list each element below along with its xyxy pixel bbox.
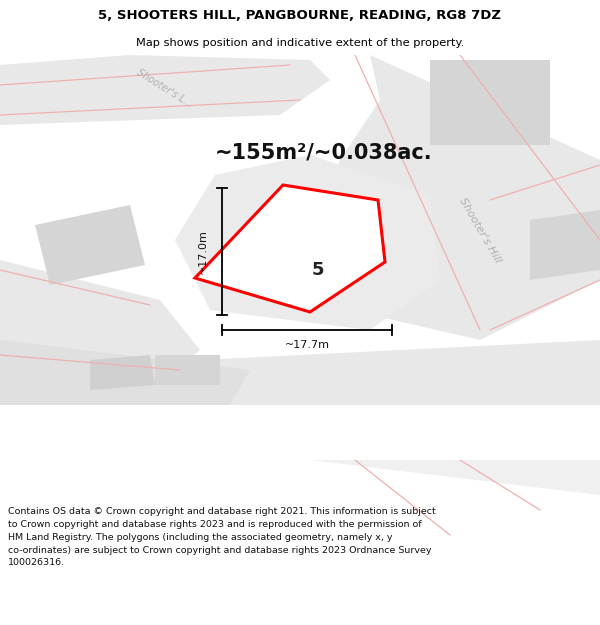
Polygon shape [90, 355, 155, 390]
Text: ~155m²/~0.038ac.: ~155m²/~0.038ac. [215, 142, 433, 162]
Text: 5: 5 [312, 261, 324, 279]
Polygon shape [530, 210, 600, 280]
Polygon shape [430, 60, 550, 145]
Polygon shape [35, 205, 145, 285]
Polygon shape [310, 460, 600, 495]
Text: 5, SHOOTERS HILL, PANGBOURNE, READING, RG8 7DZ: 5, SHOOTERS HILL, PANGBOURNE, READING, R… [98, 9, 502, 22]
Text: Map shows position and indicative extent of the property.: Map shows position and indicative extent… [136, 38, 464, 48]
Text: ~17.7m: ~17.7m [284, 340, 329, 350]
Polygon shape [310, 55, 600, 340]
Text: ~17.0m: ~17.0m [198, 229, 208, 274]
Polygon shape [0, 260, 200, 390]
Polygon shape [155, 355, 220, 385]
Polygon shape [0, 55, 330, 125]
Text: Shooter's L...: Shooter's L... [135, 67, 195, 109]
Text: Contains OS data © Crown copyright and database right 2021. This information is : Contains OS data © Crown copyright and d… [8, 507, 436, 568]
Polygon shape [175, 155, 440, 330]
Polygon shape [0, 340, 600, 405]
Text: Shooter's Hill: Shooter's Hill [457, 196, 503, 264]
Polygon shape [0, 340, 250, 405]
Polygon shape [195, 185, 385, 312]
